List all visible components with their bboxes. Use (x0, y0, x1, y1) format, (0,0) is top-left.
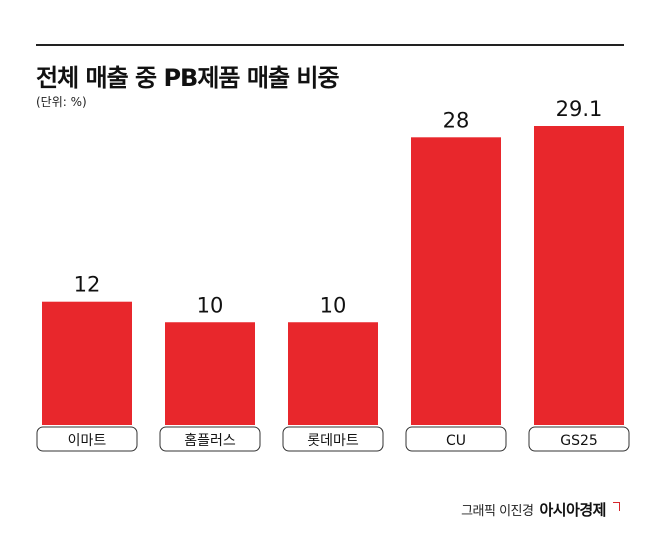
bar-3 (288, 322, 378, 425)
value-label-2: 10 (197, 293, 224, 317)
bar-5 (534, 126, 624, 425)
category-tag-4 (405, 426, 507, 452)
publisher-logo: 아시아경제 (539, 501, 606, 519)
logo-mark-icon (613, 502, 620, 511)
credit: 그래픽 이진경 아시아경제 (461, 499, 620, 520)
bar-4 (411, 137, 501, 425)
category-tag-2 (159, 426, 261, 452)
value-label-4: 28 (443, 108, 470, 132)
category-tag-5 (528, 426, 630, 452)
bar-2 (165, 322, 255, 425)
value-label-1: 12 (74, 273, 101, 297)
category-label-5: GS25 (560, 433, 598, 449)
category-label-4: CU (446, 433, 466, 449)
top-rule (36, 44, 624, 46)
bar-1 (42, 301, 132, 425)
category-label-1: 이마트 (68, 433, 107, 449)
value-label-3: 10 (320, 293, 347, 317)
category-tag-1 (36, 426, 138, 452)
credit-text: 그래픽 이진경 (461, 504, 534, 519)
unit-label: (단위: %) (36, 95, 87, 109)
chart-title: 전체 매출 중 PB제품 매출 비중 (36, 64, 340, 92)
category-label-3: 롯데마트 (307, 433, 359, 449)
category-label-2: 홈플러스 (184, 433, 236, 449)
category-tag-3 (282, 426, 384, 452)
value-label-5: 29.1 (556, 97, 603, 121)
